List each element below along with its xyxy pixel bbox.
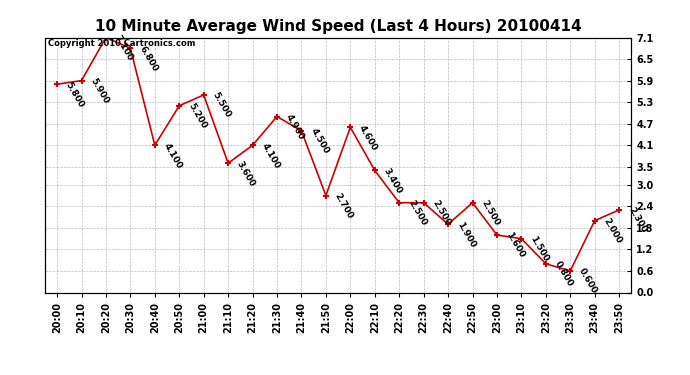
Text: 4.900: 4.900 — [284, 112, 306, 141]
Text: 4.100: 4.100 — [259, 141, 282, 170]
Text: 2.500: 2.500 — [480, 198, 502, 227]
Text: 0.800: 0.800 — [553, 260, 575, 288]
Text: 4.600: 4.600 — [357, 123, 380, 152]
Text: 2.300: 2.300 — [626, 206, 648, 235]
Text: 5.900: 5.900 — [88, 76, 110, 105]
Text: 5.800: 5.800 — [64, 80, 86, 109]
Text: 1.600: 1.600 — [504, 231, 526, 260]
Text: 2.000: 2.000 — [602, 216, 624, 245]
Text: 2.500: 2.500 — [431, 198, 453, 227]
Text: 4.100: 4.100 — [161, 141, 184, 170]
Text: 4.500: 4.500 — [308, 127, 331, 156]
Text: 2.500: 2.500 — [406, 198, 428, 227]
Text: 2.700: 2.700 — [333, 191, 355, 220]
Title: 10 Minute Average Wind Speed (Last 4 Hours) 20100414: 10 Minute Average Wind Speed (Last 4 Hou… — [95, 18, 582, 33]
Text: 0.600: 0.600 — [578, 267, 599, 296]
Text: 6.800: 6.800 — [137, 44, 159, 73]
Text: 3.600: 3.600 — [235, 159, 257, 188]
Text: 3.400: 3.400 — [382, 166, 404, 195]
Text: 1.500: 1.500 — [529, 234, 550, 263]
Text: Copyright 2010 Cartronics.com: Copyright 2010 Cartronics.com — [48, 39, 195, 48]
Text: 5.500: 5.500 — [210, 91, 233, 120]
Text: 5.200: 5.200 — [186, 102, 208, 130]
Text: 1.900: 1.900 — [455, 220, 477, 249]
Text: 7.100: 7.100 — [113, 33, 135, 62]
